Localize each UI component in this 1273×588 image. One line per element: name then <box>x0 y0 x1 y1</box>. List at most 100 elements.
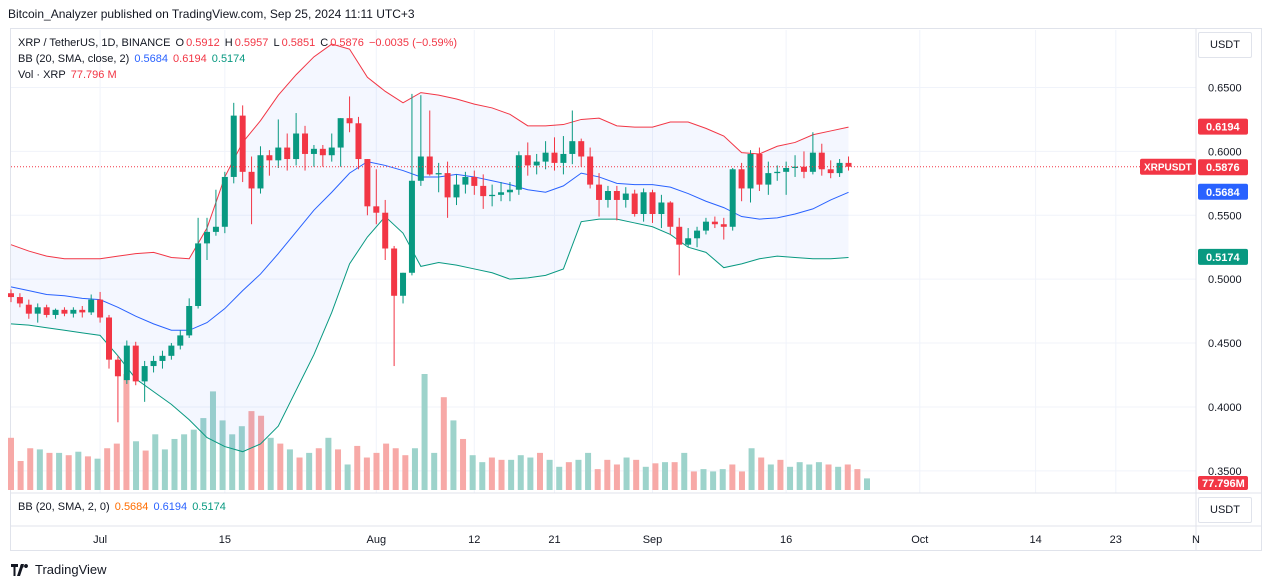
ohlc-close: 0.5876 <box>330 37 364 49</box>
volume-bar <box>575 459 582 490</box>
volume-bar <box>460 438 467 490</box>
candle-body <box>471 176 478 186</box>
candle-body <box>34 307 41 314</box>
candle-body <box>123 345 130 381</box>
currency-button[interactable]: USDT <box>1198 32 1252 58</box>
x-tick-label: 14 <box>1029 534 1041 546</box>
candle-body <box>765 173 772 185</box>
tradingview-footer[interactable]: TradingView <box>11 562 107 577</box>
candle-body <box>818 152 825 170</box>
x-tick-label: N <box>1192 534 1200 546</box>
candle-body <box>106 317 113 360</box>
volume-bar <box>671 462 678 490</box>
candle-body <box>337 118 344 148</box>
volume-bar <box>8 437 14 490</box>
volume-bar <box>835 466 842 490</box>
volume-bar <box>123 374 130 490</box>
volume-bar <box>306 452 313 490</box>
candle-body <box>8 293 14 298</box>
candle-body <box>114 359 121 377</box>
volume-bar <box>402 455 409 490</box>
volume-bar <box>796 462 803 490</box>
candle-body <box>542 152 549 162</box>
badge-bb-lower-bg <box>1198 248 1248 265</box>
bb-lower-value: 0.5174 <box>211 53 246 65</box>
candle-body <box>275 147 282 161</box>
volume-bar <box>46 452 53 490</box>
volume-bar <box>171 438 178 490</box>
bb-legend: BB (20, SMA, close, 2) 0.5684 0.6194 0.5… <box>18 52 247 66</box>
volume-bar <box>690 471 697 490</box>
volume-bar <box>469 455 476 490</box>
candle-body <box>52 309 59 315</box>
volume-bar <box>161 449 168 490</box>
candle-body <box>97 299 104 318</box>
ohlc-low-label: L <box>273 37 280 49</box>
volume-bar <box>181 434 188 490</box>
candle-body <box>417 156 424 181</box>
volume-bar <box>508 459 515 490</box>
tradingview-logo-icon <box>11 563 28 576</box>
volume-bar <box>383 443 390 490</box>
volume-bar <box>565 462 572 490</box>
volume-bar <box>642 466 649 490</box>
volume-bar <box>335 449 342 490</box>
volume-bar <box>613 464 620 490</box>
volume-bar <box>652 463 659 490</box>
candle-body <box>694 230 701 239</box>
pane2-v3: 0.5174 <box>192 501 226 513</box>
y-tick-label: 0.5500 <box>1208 210 1242 222</box>
vol-value: 77.796 M <box>70 69 117 81</box>
volume-bar <box>373 452 380 490</box>
candle-body <box>649 192 656 214</box>
candle-body <box>480 185 487 197</box>
candle-body <box>88 299 95 313</box>
candle-body <box>747 153 754 189</box>
badge-bb-basis: 0.5684 <box>1206 187 1241 199</box>
badge-bb-basis-bg <box>1198 183 1248 200</box>
candle-body <box>16 297 23 304</box>
volume-bar <box>479 462 486 490</box>
volume-bar <box>84 456 91 490</box>
candle-body <box>578 141 585 157</box>
candle-body <box>738 169 745 189</box>
symbol-legend: XRP / TetherUS, 1D, BINANCE O 0.5912 H 0.5… <box>18 36 459 50</box>
volume-bar <box>296 457 303 490</box>
currency-button-bottom[interactable]: USDT <box>1198 497 1252 523</box>
candle-body <box>195 243 202 306</box>
candle-body <box>462 176 469 185</box>
candle-body <box>319 148 326 156</box>
candle-body <box>141 366 148 382</box>
candle-body <box>426 156 433 175</box>
volume-bar <box>604 459 611 490</box>
volume-bar <box>536 452 543 490</box>
candle-body <box>506 189 513 193</box>
volume-bar <box>767 464 774 490</box>
candle-body <box>729 169 736 227</box>
candle-body <box>809 152 816 172</box>
volume-bar <box>75 451 82 490</box>
volume-bar <box>585 452 592 490</box>
badge-bb-lower: 0.5174 <box>1206 252 1241 264</box>
candle-body <box>25 304 32 314</box>
badge-symbol-bg <box>1140 158 1196 175</box>
volume-bar <box>238 426 245 490</box>
volume-bar <box>363 457 370 490</box>
candle-body <box>61 309 68 314</box>
volume-bar <box>411 448 418 490</box>
candle-body <box>391 248 398 296</box>
candle-body <box>685 238 692 245</box>
x-tick-label: 21 <box>548 534 560 546</box>
volume-bar <box>623 457 630 490</box>
badge-volume: 77.796M <box>1202 478 1245 490</box>
volume-bar <box>431 452 438 490</box>
volume-bar <box>450 420 457 490</box>
volume-bar <box>17 461 24 490</box>
candle-body <box>800 166 807 172</box>
candle-body <box>667 202 674 227</box>
ohlc-close-label: C <box>320 37 329 49</box>
badge-bb-upper: 0.6194 <box>1206 122 1241 134</box>
y-tick-label: 0.4500 <box>1208 338 1242 350</box>
volume-bar <box>864 478 870 490</box>
